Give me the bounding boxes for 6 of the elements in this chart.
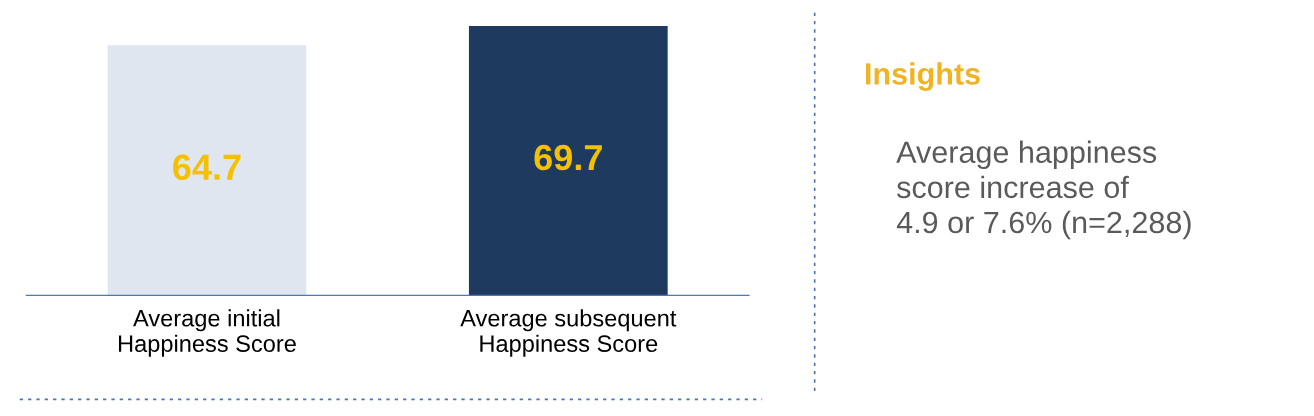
x-tick-label: Average initial Happiness Score: [118, 309, 296, 357]
text: Average happiness score increase of 4.9 or 7.6% (n=2,288): [896, 140, 1191, 240]
data-label: 64.7: [173, 154, 241, 181]
data-label: 69.7: [534, 144, 602, 171]
text: Insights: [866, 62, 980, 91]
x-tick-label: Average subsequent Happiness Score: [460, 309, 677, 357]
